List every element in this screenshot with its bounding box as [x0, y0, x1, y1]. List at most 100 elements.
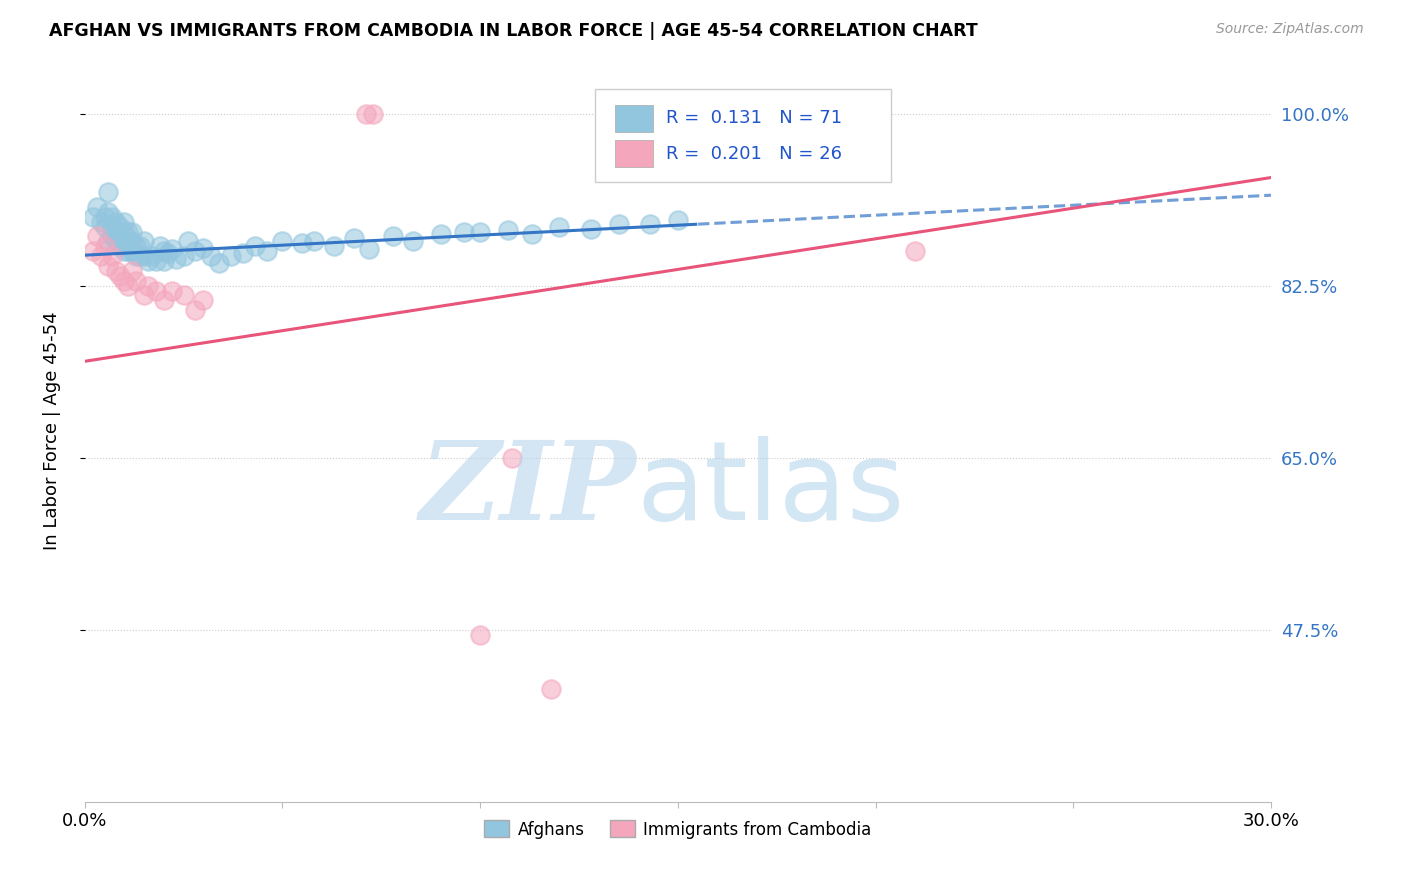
Point: [232, 246, 254, 260]
Point: [141, 249, 163, 263]
Point: [93, 219, 115, 234]
Point: [97, 205, 120, 219]
Point: [156, 246, 179, 260]
Point: [110, 239, 132, 253]
Point: [145, 284, 167, 298]
Point: [173, 249, 195, 263]
Point: [136, 278, 159, 293]
Point: [540, 681, 562, 696]
Point: [121, 235, 143, 249]
Point: [101, 210, 124, 224]
Point: [176, 235, 198, 249]
Point: [363, 106, 385, 120]
Point: [302, 235, 325, 249]
Point: [86, 229, 108, 244]
Point: [82, 210, 104, 224]
Point: [112, 274, 135, 288]
Text: Source: ZipAtlas.com: Source: ZipAtlas.com: [1216, 22, 1364, 37]
Point: [90, 215, 112, 229]
Point: [101, 229, 124, 244]
Point: [149, 239, 172, 253]
FancyBboxPatch shape: [614, 140, 652, 167]
Point: [579, 221, 602, 235]
Point: [165, 252, 187, 266]
Point: [117, 225, 139, 239]
Point: [125, 239, 148, 253]
Point: [904, 244, 927, 259]
Point: [548, 219, 571, 234]
Point: [112, 225, 135, 239]
Point: [86, 200, 108, 214]
Point: [132, 235, 155, 249]
Point: [343, 231, 366, 245]
Point: [125, 249, 148, 263]
Point: [501, 450, 523, 465]
Point: [153, 244, 176, 259]
Point: [666, 212, 689, 227]
Point: [686, 155, 709, 169]
Point: [117, 235, 139, 249]
Point: [105, 215, 128, 229]
Point: [132, 288, 155, 302]
Point: [256, 244, 278, 259]
Point: [453, 225, 475, 239]
Point: [101, 219, 124, 234]
Point: [117, 278, 139, 293]
Point: [105, 264, 128, 278]
Text: R =  0.201   N = 26: R = 0.201 N = 26: [666, 145, 842, 163]
Point: [145, 254, 167, 268]
Point: [93, 239, 115, 253]
Point: [184, 303, 207, 318]
Point: [117, 244, 139, 259]
Point: [112, 235, 135, 249]
Point: [110, 219, 132, 234]
Point: [97, 186, 120, 200]
Point: [136, 254, 159, 268]
Point: [496, 222, 519, 236]
Point: [82, 244, 104, 259]
Point: [129, 249, 152, 263]
Text: R =  0.131   N = 71: R = 0.131 N = 71: [666, 109, 842, 128]
Point: [97, 259, 120, 273]
Point: [291, 236, 314, 251]
Point: [129, 239, 152, 253]
Point: [105, 235, 128, 249]
Point: [354, 106, 377, 120]
Point: [243, 239, 266, 253]
Point: [101, 249, 124, 263]
Point: [271, 235, 294, 249]
Point: [153, 254, 176, 268]
Point: [97, 235, 120, 249]
Point: [121, 264, 143, 278]
Point: [402, 235, 425, 249]
Point: [112, 215, 135, 229]
Point: [429, 227, 451, 241]
Point: [520, 227, 543, 241]
Point: [470, 627, 492, 641]
Point: [110, 268, 132, 283]
Point: [173, 288, 195, 302]
Point: [208, 256, 231, 270]
Point: [607, 217, 630, 231]
Point: [470, 225, 492, 239]
Point: [193, 293, 215, 308]
Point: [359, 242, 381, 256]
FancyBboxPatch shape: [595, 89, 891, 182]
Point: [184, 244, 207, 259]
Text: AFGHAN VS IMMIGRANTS FROM CAMBODIA IN LABOR FORCE | AGE 45-54 CORRELATION CHART: AFGHAN VS IMMIGRANTS FROM CAMBODIA IN LA…: [49, 22, 979, 40]
Point: [121, 244, 143, 259]
Point: [200, 249, 222, 263]
Point: [132, 249, 155, 263]
Point: [125, 274, 148, 288]
Legend: Afghans, Immigrants from Cambodia: Afghans, Immigrants from Cambodia: [478, 814, 877, 846]
Point: [121, 225, 143, 239]
Y-axis label: In Labor Force | Age 45-54: In Labor Force | Age 45-54: [44, 311, 60, 549]
Point: [110, 229, 132, 244]
Point: [112, 244, 135, 259]
Point: [219, 249, 242, 263]
Point: [160, 242, 183, 256]
Point: [322, 239, 344, 253]
Point: [382, 229, 405, 244]
Point: [638, 217, 661, 231]
Point: [93, 210, 115, 224]
